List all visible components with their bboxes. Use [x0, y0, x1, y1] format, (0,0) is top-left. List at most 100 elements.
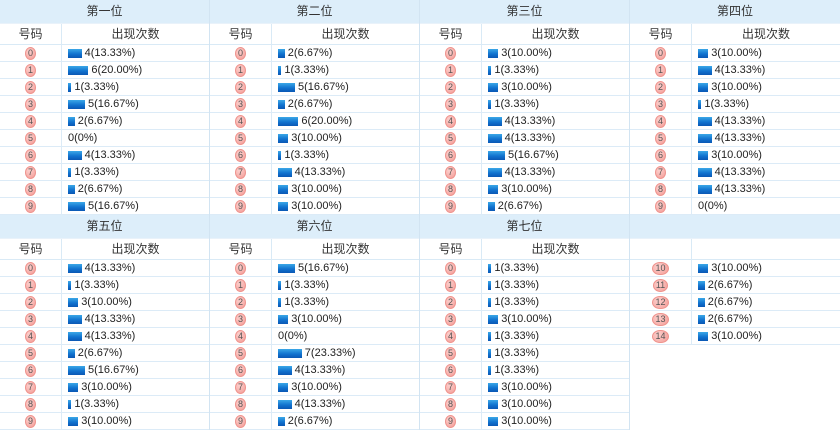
frequency-bar: [698, 150, 709, 160]
frequency-bar: [68, 48, 82, 58]
number-cell: 7: [420, 164, 482, 180]
number-cell: 7: [210, 164, 272, 180]
count-label: 2(6.67%): [497, 200, 543, 212]
table-row: 0 1(3.33%): [420, 260, 629, 277]
frequency-bar: [68, 382, 79, 392]
number-badge: 4: [234, 329, 246, 343]
number-cell: 7: [0, 379, 62, 395]
count-column-header: 出现次数: [321, 27, 370, 41]
table-row: 6 1(3.33%): [420, 362, 629, 379]
table-row: 2 3(10.00%): [420, 79, 629, 96]
number-cell: 2: [420, 79, 482, 95]
count-label: 4(13.33%): [714, 132, 766, 144]
number-cell: 6: [210, 147, 272, 163]
table-row: 7 3(10.00%): [0, 379, 209, 396]
table-row: 9 3(10.00%): [0, 413, 209, 430]
count-label: 2(6.67%): [287, 415, 333, 427]
frequency-bar: [278, 167, 292, 177]
number-badge: 1: [234, 63, 246, 77]
frequency-bar: [488, 184, 499, 194]
number-badge: 7: [654, 165, 666, 179]
count-cell: 1(3.33%): [482, 277, 629, 293]
frequency-bar: [68, 116, 75, 126]
table-row: 7 1(3.33%): [0, 164, 209, 181]
column-headers: 号码 出现次数: [210, 239, 419, 260]
number-badge: 0: [444, 261, 456, 275]
number-badge: 9: [234, 414, 246, 428]
count-label: 1(3.33%): [284, 149, 330, 161]
frequency-bar: [278, 184, 289, 194]
count-label: 0(0%): [278, 330, 308, 342]
count-cell: 0(0%): [62, 130, 209, 146]
number-badge: 8: [24, 397, 36, 411]
table-row: 4 4(13.33%): [0, 328, 209, 345]
table-row: 4 6(20.00%): [210, 113, 419, 130]
count-cell: 4(13.33%): [692, 130, 840, 146]
number-cell: 10: [630, 260, 692, 276]
number-cell: 0: [210, 45, 272, 61]
position-section: 第四位 号码 出现次数 0 3(10.00%) 1 4(13.33%) 2 3(10.00%) 3…: [630, 0, 840, 215]
count-cell: 5(16.67%): [482, 147, 629, 163]
count-cell: 3(10.00%): [272, 130, 419, 146]
frequency-bar: [68, 263, 82, 273]
count-cell: 4(13.33%): [692, 181, 840, 197]
number-cell: 8: [0, 181, 62, 197]
count-cell: 3(10.00%): [692, 45, 840, 61]
number-cell: 0: [210, 260, 272, 276]
table-row: 4 1(3.33%): [420, 328, 629, 345]
count-cell: 1(3.33%): [272, 147, 419, 163]
number-badge: 4: [24, 114, 36, 128]
frequency-bar: [68, 99, 85, 109]
table-row: 3 1(3.33%): [420, 96, 629, 113]
count-label: 5(16.67%): [88, 200, 139, 212]
number-cell: 2: [420, 294, 482, 310]
count-cell: 1(3.33%): [62, 277, 209, 293]
table-row: 6 5(16.67%): [420, 147, 629, 164]
table-row: 6 4(13.33%): [210, 362, 419, 379]
count-label: 3(10.00%): [501, 81, 552, 93]
number-badge: 2: [444, 295, 456, 309]
table-row: 4 2(6.67%): [0, 113, 209, 130]
count-cell: 2(6.67%): [62, 113, 209, 129]
frequency-bar: [68, 201, 85, 211]
table-row: 5 1(3.33%): [420, 345, 629, 362]
table-row: 8 1(3.33%): [0, 396, 209, 413]
count-cell: 1(3.33%): [482, 328, 629, 344]
frequency-bar: [488, 314, 499, 324]
table-row: 9 3(10.00%): [420, 413, 629, 430]
frequency-bar: [278, 150, 282, 160]
frequency-bar: [698, 331, 709, 341]
count-label: 3(10.00%): [501, 47, 552, 59]
count-cell: 6(20.00%): [62, 62, 209, 78]
frequency-bar: [278, 48, 285, 58]
table-row: 13 2(6.67%): [630, 311, 840, 328]
number-badge: 3: [654, 97, 666, 111]
frequency-bar: [278, 201, 289, 211]
number-badge: 4: [444, 114, 456, 128]
number-cell: 6: [0, 147, 62, 163]
number-cell: 9: [0, 198, 62, 214]
number-cell: 2: [630, 79, 692, 95]
count-label: 4(13.33%): [84, 330, 136, 342]
table-row: 8 4(13.33%): [630, 181, 840, 198]
count-label: 3(10.00%): [291, 313, 342, 325]
number-cell: 8: [0, 396, 62, 412]
count-cell: 2(6.67%): [692, 294, 840, 310]
count-label: 0(0%): [698, 200, 728, 212]
frequency-bar: [488, 416, 499, 426]
frequency-bar: [488, 263, 492, 273]
number-cell: 13: [630, 311, 692, 327]
number-cell: 0: [0, 260, 62, 276]
number-badge: 7: [234, 380, 246, 394]
number-badge: 5: [234, 346, 246, 360]
count-cell: 1(3.33%): [482, 260, 629, 276]
number-badge: 7: [234, 165, 246, 179]
count-column-header: 出现次数: [321, 242, 370, 256]
frequency-bar: [488, 116, 502, 126]
frequency-bar: [488, 150, 505, 160]
number-cell: 6: [210, 362, 272, 378]
count-label: 1(3.33%): [494, 364, 540, 376]
frequency-bar: [68, 297, 79, 307]
number-cell: 9: [210, 198, 272, 214]
count-cell: 5(16.67%): [272, 79, 419, 95]
